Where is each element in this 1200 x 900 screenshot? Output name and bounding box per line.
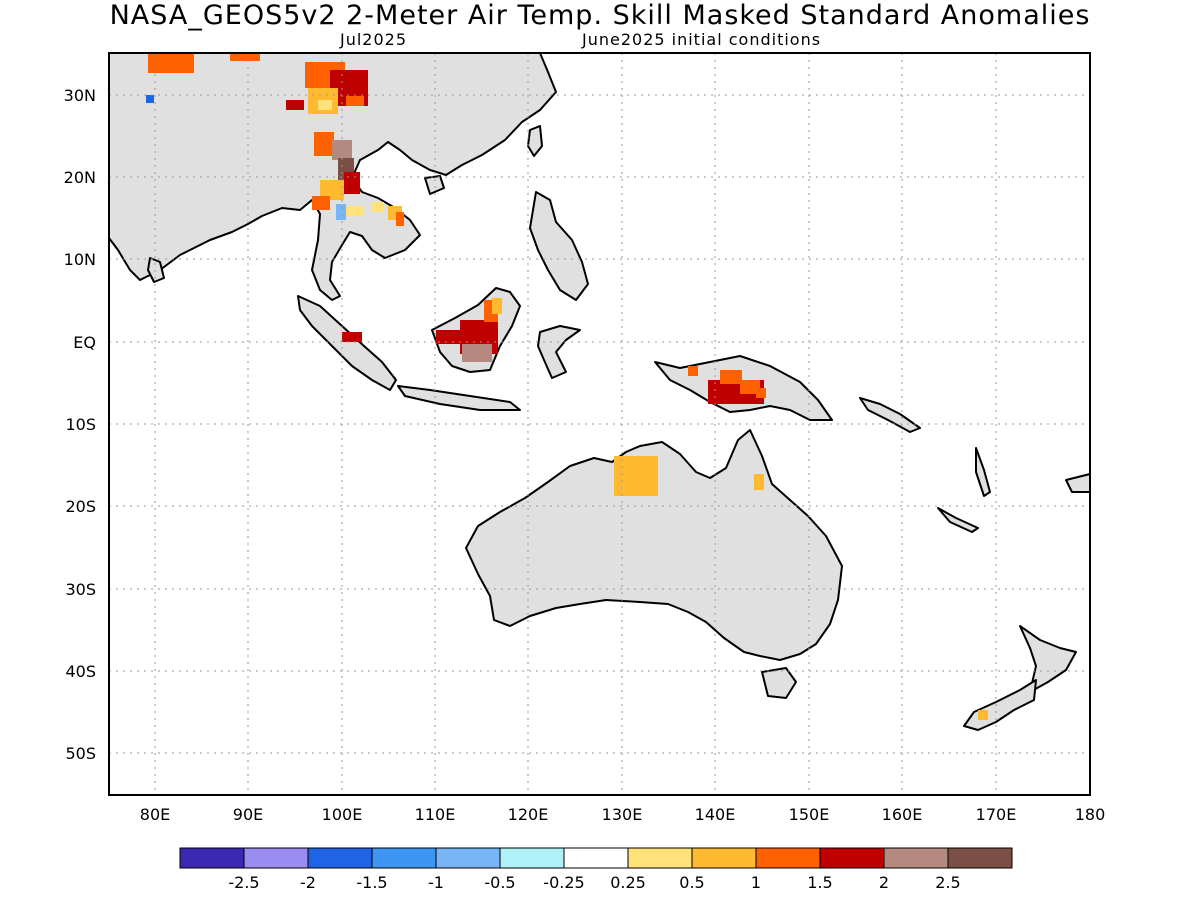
longitude-axis: 80E 90E 100E 110E 120E 130E 140E 150E 16…	[140, 805, 1106, 824]
colorbar-swatch	[883, 847, 949, 869]
colorbar-swatch	[499, 847, 565, 869]
colorbar-label: 0.25	[610, 873, 646, 892]
colorbar-swatch	[819, 847, 885, 869]
colorbar-label: -2.5	[228, 873, 259, 892]
anomaly-cell	[320, 180, 344, 200]
colorbar-swatch	[755, 847, 821, 869]
colorbar-swatch	[243, 847, 309, 869]
lon-tick-label: 160E	[882, 805, 923, 824]
anomaly-cell	[756, 388, 766, 398]
asia-mainland	[108, 52, 557, 301]
colorbar-label: -2	[300, 873, 316, 892]
anomaly-cell	[720, 370, 742, 384]
anomaly-cell	[146, 95, 154, 103]
colorbar-label: -1	[428, 873, 444, 892]
anomaly-cell	[342, 332, 362, 342]
colorbar-swatch	[179, 847, 245, 869]
hainan	[424, 175, 445, 195]
colorbar-label: -0.5	[484, 873, 515, 892]
lon-tick-label: 170E	[976, 805, 1017, 824]
anomaly-cell	[318, 100, 332, 110]
valid-month-label: Jul2025	[340, 30, 408, 49]
lat-tick-label: EQ	[73, 333, 96, 352]
colorbar-label: 2.5	[935, 873, 960, 892]
philippines	[529, 191, 589, 301]
lon-tick-label: 90E	[233, 805, 263, 824]
anomaly-cell	[740, 380, 760, 394]
colorbar-swatch	[435, 847, 501, 869]
anomaly-cell	[314, 132, 334, 156]
sulawesi	[537, 325, 581, 379]
grid-lines	[109, 53, 1090, 795]
anomaly-cell	[492, 298, 502, 314]
anomaly-cell	[346, 96, 364, 106]
lon-tick-label: 80E	[140, 805, 170, 824]
lat-tick-label: 30N	[64, 86, 96, 105]
anomaly-cell	[396, 212, 404, 226]
lat-tick-label: 10N	[64, 250, 96, 269]
anomaly-cells	[146, 53, 988, 720]
anomaly-cell	[978, 710, 988, 720]
latitude-axis: 30N 20N 10N EQ 10S 20S 30S 40S 50S	[64, 86, 96, 763]
colorbar-swatch	[947, 847, 1013, 869]
colorbar-label: 0.5	[679, 873, 704, 892]
colorbar: -2.5 -2 -1.5 -1 -0.5 -0.25 0.25 0.5 1 1.5 2 2.5	[179, 847, 1013, 892]
colorbar-swatch	[563, 847, 629, 869]
anomaly-cell	[436, 330, 466, 344]
map-frame	[108, 52, 1091, 796]
lon-tick-label: 140E	[695, 805, 736, 824]
anomaly-cell	[332, 140, 352, 160]
sri-lanka	[147, 257, 165, 283]
lon-tick-label: 150E	[789, 805, 830, 824]
lon-tick-label: 100E	[322, 805, 363, 824]
lat-tick-label: 30S	[65, 580, 96, 599]
colorbar-label: 1	[751, 873, 761, 892]
solomon-islands	[859, 397, 921, 433]
vanuatu	[975, 447, 991, 497]
taiwan	[527, 125, 543, 157]
anomaly-cell	[754, 474, 764, 490]
map-panel	[108, 52, 1091, 796]
colorbar-swatch	[627, 847, 693, 869]
anomaly-cell	[462, 344, 492, 362]
lat-tick-label: 50S	[65, 744, 96, 763]
anomaly-cell	[148, 53, 194, 73]
lon-tick-label: 120E	[508, 805, 549, 824]
anomaly-cell	[286, 100, 304, 110]
chart-title: NASA_GEOS5v2 2-Meter Air Temp. Skill Mas…	[109, 0, 1091, 31]
new-zealand-north	[1019, 625, 1077, 693]
lat-tick-label: 20N	[64, 168, 96, 187]
lon-tick-label: 110E	[415, 805, 456, 824]
anomaly-cell	[312, 196, 330, 210]
lon-tick-label: 130E	[602, 805, 643, 824]
anomaly-cell	[372, 202, 384, 212]
colorbar-swatch	[307, 847, 373, 869]
colorbar-swatch	[371, 847, 437, 869]
anomaly-cell	[344, 172, 360, 194]
anomaly-cell	[336, 204, 346, 220]
tasmania	[761, 667, 797, 699]
anomaly-cell	[346, 206, 364, 216]
colorbar-label: -1.5	[356, 873, 387, 892]
java	[397, 385, 521, 411]
new-caledonia	[937, 507, 979, 533]
anomaly-cell	[688, 366, 698, 376]
colorbar-swatch	[691, 847, 757, 869]
lat-tick-label: 20S	[65, 497, 96, 516]
colorbar-label: 1.5	[807, 873, 832, 892]
anomaly-cell	[230, 53, 260, 61]
colorbar-label: -0.25	[543, 873, 584, 892]
colorbar-label: 2	[879, 873, 889, 892]
init-conditions-label: June2025 initial conditions	[582, 30, 822, 49]
lat-tick-label: 10S	[65, 415, 96, 434]
lon-tick-label: 180	[1075, 805, 1106, 824]
lat-tick-label: 40S	[65, 662, 96, 681]
anomaly-cell	[614, 456, 658, 496]
